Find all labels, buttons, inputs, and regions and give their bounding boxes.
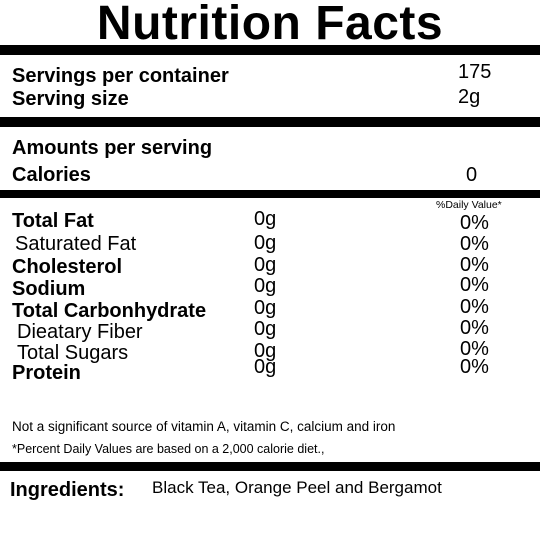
divider-thick-bottom — [0, 462, 540, 471]
nutrient-amount: 0g — [254, 254, 277, 276]
nutrient-name: Protein — [12, 362, 81, 384]
amounts-per-serving: Amounts per serving — [12, 137, 213, 159]
daily-value-header: %Daily Value* — [436, 199, 502, 211]
ingredients-value: Black Tea, Orange Peel and Bergamot — [152, 478, 442, 497]
nutrient-amount: 0g — [254, 297, 277, 319]
nutrient-daily-value: 0% — [460, 356, 489, 378]
nutrient-daily-value: 0% — [460, 338, 489, 360]
nutrient-daily-value: 0% — [460, 317, 489, 339]
calories-label: Calories — [12, 164, 91, 186]
calories-value: 0 — [466, 164, 478, 186]
vitamin-note: Not a significant source of vitamin A, v… — [12, 419, 396, 434]
nutrient-amount: 0g — [254, 318, 277, 340]
nutrient-name: Total Carbonhydrate — [12, 300, 207, 322]
servings-per-container-value: 175 — [458, 61, 492, 83]
nutrient-name: Dieatary Fiber — [17, 321, 143, 343]
nutrient-name: Saturated Fat — [15, 233, 137, 255]
servings-per-container-label: Servings per container — [12, 65, 229, 87]
nutrient-amount: 0g — [254, 208, 277, 230]
divider-thick-top — [0, 45, 540, 55]
nutrient-amount: 0g — [254, 340, 277, 362]
page-title: Nutrition Facts — [96, 0, 444, 50]
nutrient-daily-value: 0% — [460, 274, 489, 296]
divider-thick-calories — [0, 190, 540, 198]
ingredients-label: Ingredients: — [10, 479, 125, 501]
nutrient-daily-value: 0% — [460, 296, 489, 318]
divider-thick-mid — [0, 117, 540, 127]
nutrient-name: Total Sugars — [17, 342, 129, 364]
nutrient-name: Cholesterol — [12, 256, 123, 278]
nutrient-daily-value: 0% — [460, 254, 489, 276]
nutrient-daily-value: 0% — [460, 233, 489, 255]
nutrient-amount: 0g — [254, 275, 277, 297]
daily-value-footnote: *Percent Daily Values are based on a 2,0… — [12, 442, 325, 456]
serving-size-label: Serving size — [12, 88, 129, 110]
nutrient-amount: 0g — [254, 232, 277, 254]
nutrient-amount: 0g — [254, 356, 277, 378]
serving-size-value: 2g — [458, 86, 481, 108]
nutrient-name: Sodium — [12, 278, 86, 300]
nutrient-daily-value: 0% — [460, 212, 489, 234]
nutrient-name: Total Fat — [12, 210, 94, 232]
